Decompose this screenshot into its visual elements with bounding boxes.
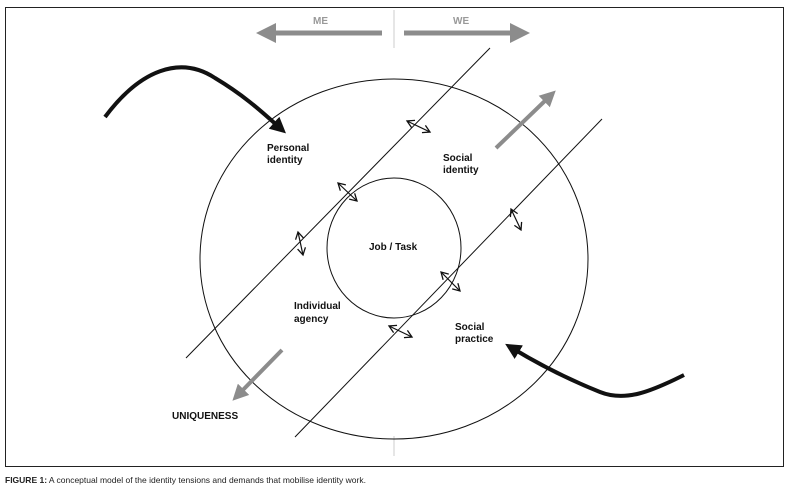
curved-arrow-personal: [103, 65, 286, 134]
figure-frame: [5, 7, 784, 467]
gray-arrow-uniqueness: [232, 348, 284, 401]
tension-arrow-icon: [387, 324, 414, 339]
curved-arrow-social-practice: [505, 343, 685, 398]
social-practice-label: Social practice: [455, 322, 494, 345]
caption-text: A conceptual model of the identity tensi…: [47, 475, 366, 485]
tension-arrows: [294, 119, 523, 339]
tension-arrow-icon: [337, 182, 358, 202]
caption-prefix: FIGURE 1:: [5, 475, 48, 485]
personal-identity-label: Personal identity: [267, 143, 312, 166]
individual-agency-label: Individual agency: [294, 301, 343, 325]
inner-circle-job-task: [326, 177, 462, 319]
figure-caption: FIGURE 1: A conceptual model of the iden…: [5, 475, 366, 485]
social-identity-label: Social identity: [443, 153, 479, 176]
tension-arrow-icon: [405, 119, 432, 134]
we-label: WE: [453, 16, 469, 27]
uniqueness-label: UNIQUENESS: [172, 411, 238, 422]
boundary-line-upper: [185, 47, 491, 359]
gray-arrow-social: [494, 90, 556, 150]
outer-ellipse: [199, 78, 589, 440]
identity-diagram: ME WE Personal identity Social identity …: [103, 10, 685, 456]
me-label: ME: [313, 16, 328, 27]
tension-arrow-icon: [509, 207, 523, 232]
job-task-label: Job / Task: [369, 242, 418, 253]
tension-arrow-icon: [294, 230, 307, 257]
tension-arrow-icon: [440, 271, 461, 292]
